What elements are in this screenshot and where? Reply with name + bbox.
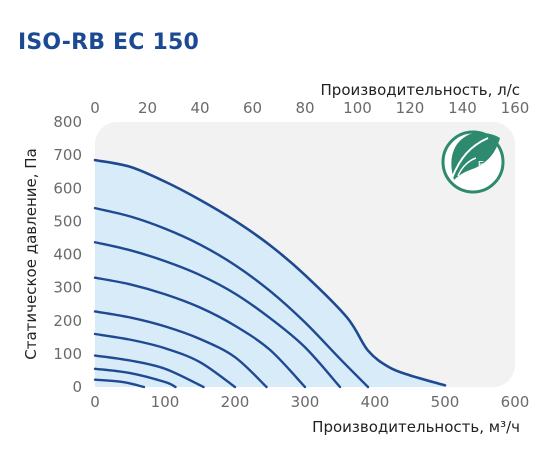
x-axis-label: Производительность, м³/ч [312,418,520,436]
y-tick-label: 700 [53,146,82,164]
x-tick-label: 200 [221,393,250,411]
x-tick-label: 100 [151,393,180,411]
x-secondary-tick-label: 40 [190,99,209,117]
x-secondary-axis-label: Производительность, л/с [321,81,520,99]
y-tick-label: 800 [53,113,82,131]
operating-area [95,122,515,387]
y-tick-label: 100 [53,345,82,363]
x-secondary-tick-label: 80 [295,99,314,117]
fan-curve-4 [93,276,307,389]
erp-leaf-icon [441,130,505,194]
x-secondary-tick-label: 160 [501,99,530,117]
x-tick-label: 0 [90,393,100,411]
fan-curve-1 [93,158,447,387]
y-tick-label: 400 [53,246,82,264]
y-tick-label: 0 [72,378,82,396]
x-secondary-tick-label: 140 [448,99,477,117]
y-tick-label: 200 [53,312,82,330]
x-secondary-tick-label: 120 [396,99,425,117]
fan-curve-8 [93,367,177,389]
x-secondary-tick-label: 100 [343,99,372,117]
x-tick-label: 600 [501,393,530,411]
y-axis-label: Статическое давление, Па [22,148,40,359]
x-tick-label: 500 [431,393,460,411]
x-tick-label: 400 [361,393,390,411]
x-secondary-tick-label: 20 [138,99,157,117]
fan-curve-9 [93,378,146,389]
fan-curve-3 [93,241,342,389]
y-tick-label: 500 [53,212,82,230]
badge-text: ErP [478,160,494,171]
erp-badge: ErP 2018 [441,130,505,194]
fan-curve-7 [93,354,205,389]
y-tick-label: 600 [53,179,82,197]
y-tick-label: 300 [53,279,82,297]
x-tick-label: 300 [291,393,320,411]
chart-title: ISO-RB EC 150 [18,30,199,55]
x-secondary-tick-label: 0 [90,99,100,117]
x-secondary-tick-label: 60 [243,99,262,117]
operating-area-fill [95,160,445,387]
fan-curve-6 [93,332,237,389]
fan-curve-2 [93,206,370,389]
fan-curves [93,158,447,389]
badge-year: 2018 [475,172,498,182]
fan-curve-5 [93,310,268,389]
